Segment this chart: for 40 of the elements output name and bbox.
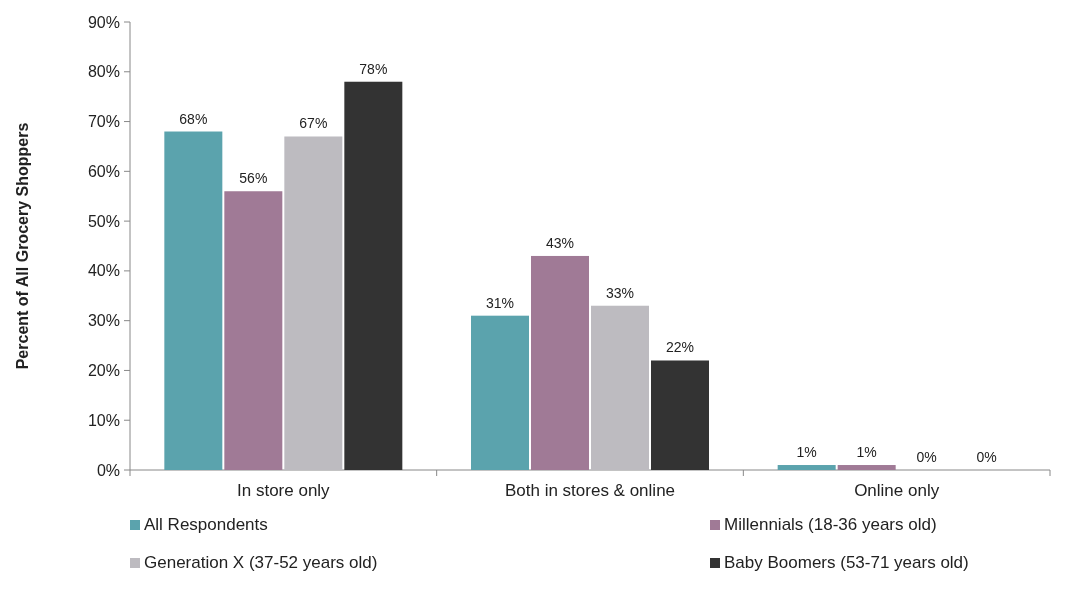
- bar: [284, 136, 343, 470]
- bar: [591, 305, 649, 470]
- bar: [837, 465, 896, 470]
- legend-label: Baby Boomers (53-71 years old): [724, 553, 969, 572]
- y-axis-title: Percent of All Grocery Shoppers: [14, 122, 31, 370]
- bar: [531, 255, 589, 470]
- text: 0%: [916, 449, 937, 465]
- y-tick-label: 10%: [87, 411, 120, 429]
- x-tick-label: Online only: [854, 481, 940, 500]
- text: 56%: [239, 170, 268, 187]
- bar: [471, 315, 529, 470]
- x-tick-label: In store only: [237, 481, 331, 500]
- text: 1%: [796, 444, 817, 461]
- text: 0%: [976, 449, 997, 465]
- legend-label: Generation X (37-52 years old): [144, 553, 378, 572]
- bar: [777, 465, 836, 470]
- bar: [651, 360, 709, 470]
- text: 68%: [179, 110, 208, 127]
- y-tick-label: 90%: [87, 13, 120, 31]
- y-tick-label: 70%: [87, 113, 120, 131]
- text: 67%: [299, 115, 328, 132]
- y-tick-label: 0%: [96, 461, 120, 479]
- text: 31%: [485, 294, 515, 311]
- text: 33%: [605, 284, 635, 301]
- bar: [344, 81, 403, 470]
- legend-label: Millennials (18-36 years old): [724, 515, 937, 534]
- text: 22%: [665, 339, 695, 356]
- legend-label: All Respondents: [144, 515, 268, 534]
- y-tick-label: 60%: [87, 162, 120, 180]
- bar: [164, 131, 223, 470]
- y-tick-label: 50%: [87, 212, 120, 230]
- text: 43%: [545, 234, 575, 251]
- y-tick-label: 40%: [87, 262, 120, 280]
- text: 1%: [856, 444, 877, 461]
- text: 78%: [359, 60, 388, 77]
- y-tick-label: 20%: [87, 362, 120, 380]
- y-tick-label: 80%: [87, 63, 120, 81]
- bar: [224, 191, 283, 470]
- y-tick-label: 30%: [87, 312, 120, 330]
- x-tick-label: Both in stores & online: [504, 481, 676, 500]
